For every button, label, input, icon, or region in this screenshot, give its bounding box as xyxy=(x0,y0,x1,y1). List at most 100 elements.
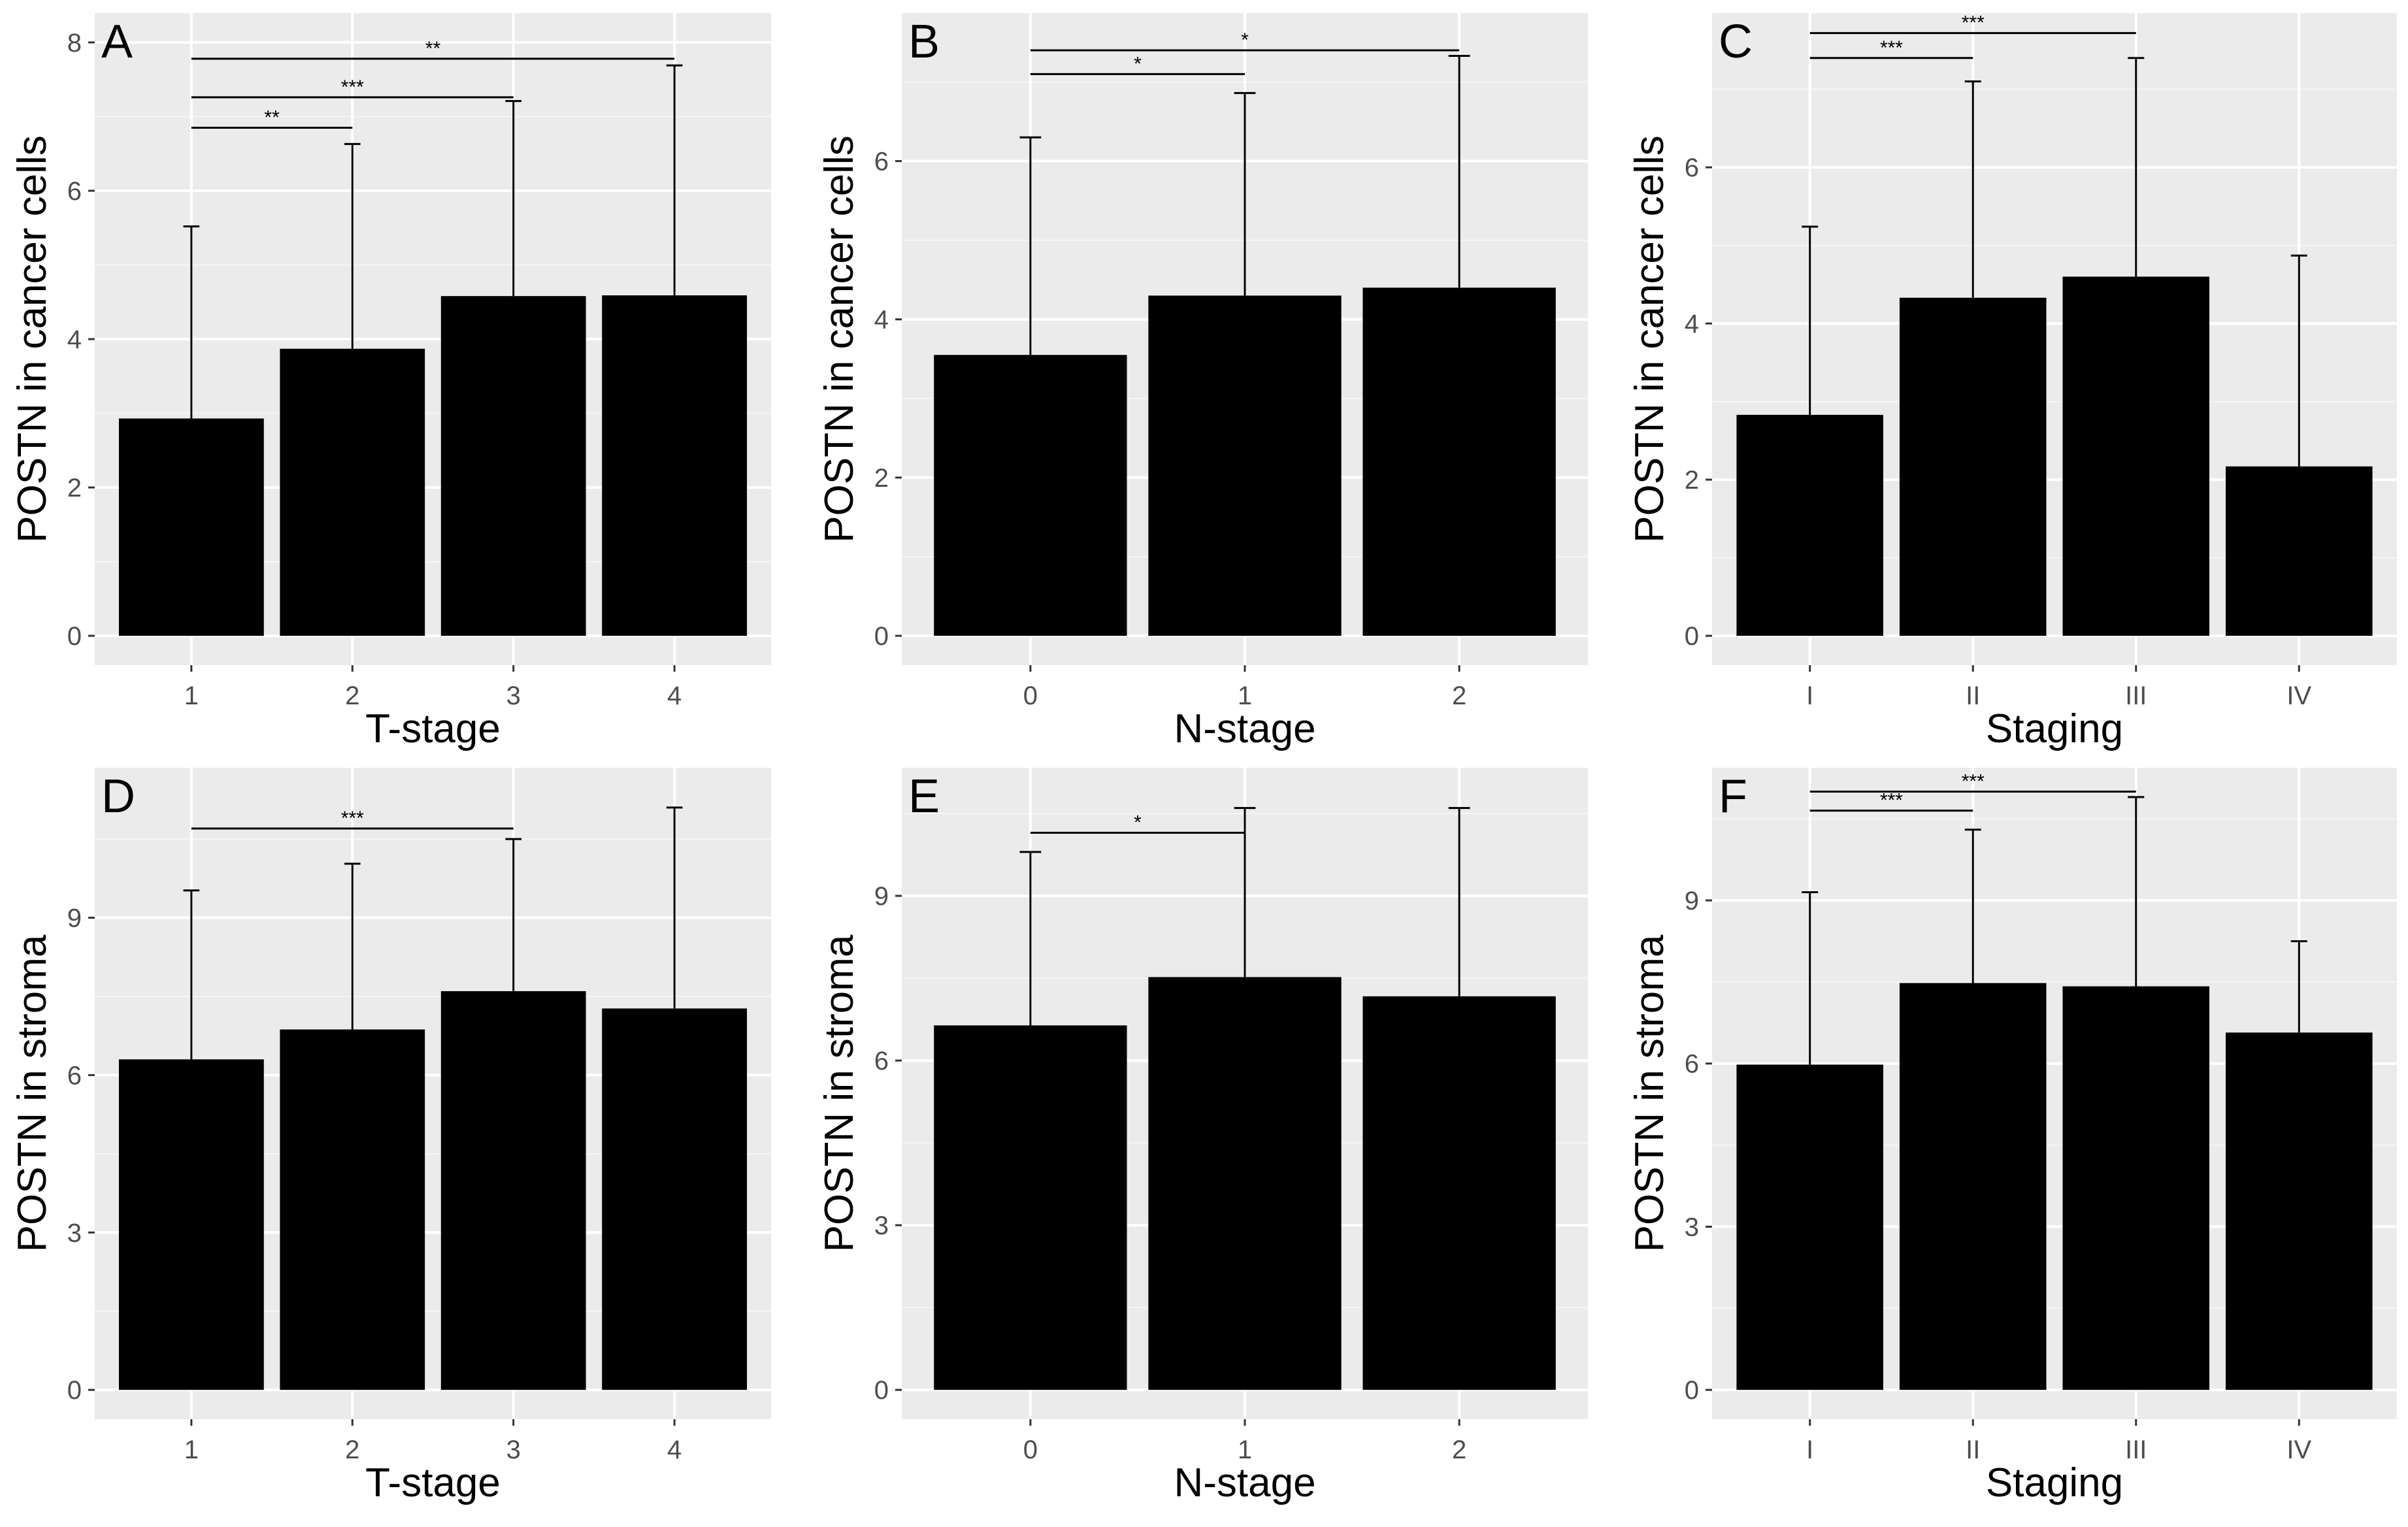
y-tick-label: 9 xyxy=(67,904,82,933)
bar xyxy=(602,295,748,636)
bar xyxy=(1736,414,1883,636)
y-axis-title: POSTN in stroma xyxy=(1627,934,1672,1252)
x-tick-label: 4 xyxy=(667,681,682,710)
y-tick-label: 0 xyxy=(874,1376,889,1405)
x-tick-label: I xyxy=(1806,681,1813,710)
y-tick-label: 9 xyxy=(874,882,889,911)
bar xyxy=(1148,977,1342,1390)
chart-panel-b: 0 2 4 6 0 1 2 * * B N-stage POSTN in cancer cells xyxy=(817,13,1588,751)
y-tick-label: 3 xyxy=(874,1211,889,1240)
panel-letter: E xyxy=(908,770,940,823)
y-tick-label: 6 xyxy=(67,177,82,206)
significance-label: *** xyxy=(1880,790,1903,812)
panel-letter: D xyxy=(101,770,135,823)
bar xyxy=(2062,276,2210,636)
y-tick-label: 0 xyxy=(67,622,82,651)
x-tick-label: 1 xyxy=(184,681,199,710)
x-tick-label: 1 xyxy=(1238,681,1252,710)
bar xyxy=(1362,287,1556,636)
x-axis-title: Staging xyxy=(1986,1460,2123,1505)
panel-letter: B xyxy=(908,16,940,68)
bar xyxy=(1899,297,2047,636)
x-tick-label: 2 xyxy=(345,1436,359,1464)
x-tick-label: 2 xyxy=(1452,681,1466,710)
x-tick-label: IV xyxy=(2286,1436,2311,1464)
y-axis-title: POSTN in cancer cells xyxy=(817,135,862,543)
y-tick-label: 3 xyxy=(67,1219,82,1247)
bar xyxy=(1736,1064,1883,1390)
significance-label: *** xyxy=(1962,12,1985,34)
bar xyxy=(440,991,586,1390)
x-tick-label: I xyxy=(1806,1436,1813,1464)
significance-label: * xyxy=(1134,53,1142,74)
bar xyxy=(280,1029,425,1390)
y-axis-title: POSTN in stroma xyxy=(817,934,862,1252)
significance-label: *** xyxy=(341,808,364,829)
x-tick-label: 3 xyxy=(506,1436,521,1464)
x-tick-label: 3 xyxy=(506,681,521,710)
x-tick-label: 0 xyxy=(1023,681,1038,710)
bar xyxy=(1362,996,1556,1390)
bar xyxy=(2226,466,2373,636)
y-axis-title: POSTN in cancer cells xyxy=(10,135,55,543)
y-tick-label: 6 xyxy=(1685,154,1699,182)
x-tick-label: 1 xyxy=(184,1436,199,1464)
x-axis-title: T-stage xyxy=(365,1460,501,1505)
significance-label: ** xyxy=(264,107,280,128)
x-tick-label: III xyxy=(2125,1436,2147,1464)
significance-label: *** xyxy=(1880,37,1903,59)
y-tick-label: 0 xyxy=(67,1376,82,1405)
y-tick-label: 6 xyxy=(874,148,889,176)
x-tick-label: II xyxy=(1966,1436,1980,1464)
bar xyxy=(440,296,586,636)
panel-letter: F xyxy=(1719,770,1747,823)
y-tick-label: 4 xyxy=(67,325,82,354)
significance-label: * xyxy=(1134,812,1142,833)
bar xyxy=(1899,983,2047,1390)
x-tick-label: 4 xyxy=(667,1436,682,1464)
bar xyxy=(2062,986,2210,1390)
bar xyxy=(280,348,425,636)
y-tick-label: 6 xyxy=(67,1061,82,1090)
y-tick-label: 6 xyxy=(874,1047,889,1075)
y-tick-label: 0 xyxy=(1685,1376,1699,1405)
y-tick-label: 3 xyxy=(1685,1213,1699,1241)
y-tick-label: 0 xyxy=(874,622,889,651)
x-axis-title: N-stage xyxy=(1174,1460,1315,1505)
significance-label: * xyxy=(1241,29,1249,51)
x-axis-title: N-stage xyxy=(1174,706,1315,751)
x-axis-title: Staging xyxy=(1986,706,2123,751)
significance-label: *** xyxy=(1962,771,1985,793)
y-tick-label: 8 xyxy=(67,29,82,57)
panel-letter: C xyxy=(1719,16,1753,68)
chart-panel-e: 0 3 6 9 0 1 2 * E N-stage POSTN in stroma xyxy=(817,768,1588,1505)
y-axis-title: POSTN in cancer cells xyxy=(1627,135,1672,543)
bar xyxy=(934,1025,1127,1390)
x-tick-label: 1 xyxy=(1238,1436,1252,1464)
x-tick-label: 2 xyxy=(345,681,359,710)
panel-letter: A xyxy=(101,16,133,68)
y-tick-label: 4 xyxy=(1685,310,1699,338)
x-tick-label: IV xyxy=(2286,681,2311,710)
y-tick-label: 9 xyxy=(1685,887,1699,915)
y-tick-label: 6 xyxy=(1685,1050,1699,1079)
x-axis-title: T-stage xyxy=(365,706,501,751)
significance-label: *** xyxy=(341,76,364,98)
bar xyxy=(2226,1032,2373,1390)
bar xyxy=(118,1059,264,1390)
x-tick-label: 2 xyxy=(1452,1436,1466,1464)
x-tick-label: II xyxy=(1966,681,1980,710)
y-tick-label: 2 xyxy=(874,464,889,493)
y-tick-label: 0 xyxy=(1685,622,1699,651)
bar xyxy=(602,1008,748,1390)
x-tick-label: 0 xyxy=(1023,1436,1038,1464)
bar xyxy=(934,355,1127,636)
bar xyxy=(1148,295,1342,636)
y-tick-label: 2 xyxy=(67,474,82,502)
significance-label: ** xyxy=(425,38,441,59)
y-axis-title: POSTN in stroma xyxy=(10,934,55,1252)
bar xyxy=(118,418,264,636)
